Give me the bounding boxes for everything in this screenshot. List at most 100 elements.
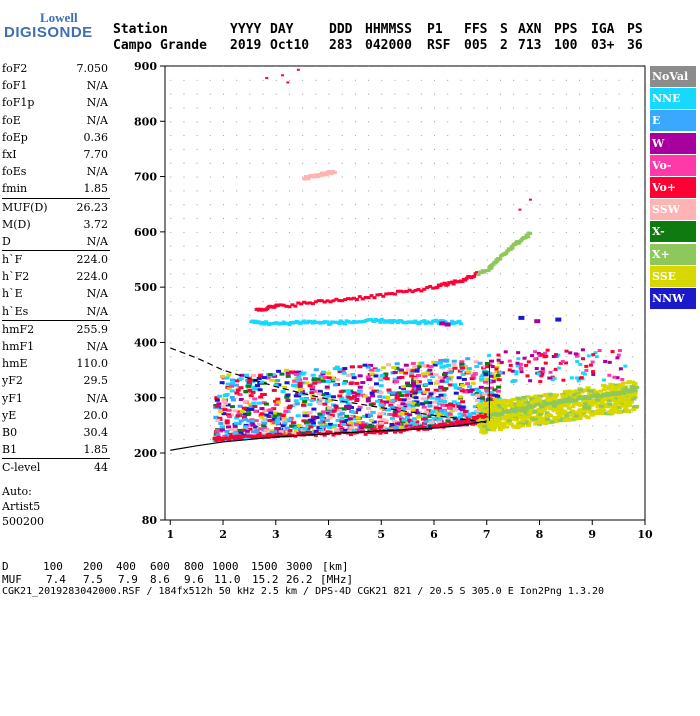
grid-dot (328, 342, 330, 344)
grid-dot (249, 79, 251, 81)
grid-dot (579, 190, 581, 192)
echo-point (433, 406, 439, 410)
grid-dot (460, 79, 462, 81)
echo-point (536, 372, 541, 376)
grid-dot (209, 162, 211, 164)
muf-value: 26.2 (286, 573, 313, 586)
grid-dot (592, 287, 594, 289)
trace-point (308, 431, 313, 435)
grid-dot (196, 93, 198, 95)
legend-item: E (650, 110, 696, 132)
echo-point (315, 377, 321, 381)
grid-dot (460, 328, 462, 330)
grid-dot (209, 439, 211, 441)
echo-point (551, 354, 556, 358)
echo-point (552, 416, 558, 420)
grid-dot (288, 383, 290, 385)
grid-dot (460, 245, 462, 247)
trace-point (278, 303, 283, 307)
grid-dot (394, 148, 396, 150)
grid-dot (473, 176, 475, 178)
grid-dot (605, 176, 607, 178)
grid-dot (209, 190, 211, 192)
echo-point (486, 420, 492, 424)
echo-point (423, 420, 429, 424)
echo-point (252, 397, 258, 401)
echo-point (459, 389, 465, 393)
trace-point (220, 438, 225, 442)
echo-point (347, 429, 353, 433)
trace-point (378, 431, 383, 435)
grid-dot (486, 259, 488, 261)
grid-dot (552, 204, 554, 206)
echo-point (241, 406, 247, 410)
grid-dot (645, 425, 646, 427)
trace-point (519, 239, 524, 243)
echo-point (293, 394, 299, 398)
trace-point (448, 322, 453, 326)
grid-dot (618, 79, 620, 81)
echo-point (519, 370, 524, 374)
grid-dot (605, 218, 607, 220)
echo-point (547, 376, 552, 380)
echo-point (496, 385, 502, 389)
grid-dot (328, 79, 330, 81)
grid-dot (592, 453, 594, 454)
echo-point (519, 416, 525, 420)
grid-dot (552, 439, 554, 441)
echo-point (436, 414, 442, 418)
echo-point (577, 403, 583, 407)
trace-point (287, 432, 292, 436)
grid-dot (328, 190, 330, 192)
grid-dot (434, 259, 436, 261)
grid-dot (196, 287, 198, 289)
echo-point (309, 387, 315, 391)
echo-point (512, 425, 518, 429)
grid-dot (394, 439, 396, 441)
echo-point (546, 393, 552, 397)
trace-point (354, 298, 359, 302)
echo-point (420, 397, 426, 401)
param-value: 1.85 (83, 182, 109, 196)
echo-point (412, 394, 418, 398)
grid-dot (473, 79, 475, 81)
grid-dot (447, 259, 449, 261)
grid-dot (407, 190, 409, 192)
echo-point (533, 394, 539, 398)
echo-point (226, 387, 232, 391)
echo-point (577, 417, 583, 421)
grid-dot (447, 397, 449, 399)
muf-value: 7.5 (83, 573, 103, 586)
echo-point (289, 424, 295, 428)
grid-dot (262, 356, 264, 358)
echo-point (251, 387, 257, 391)
echo-point (261, 409, 267, 413)
echo-point (436, 418, 442, 422)
d-value: 1000 (212, 560, 239, 573)
echo-point (579, 408, 585, 412)
echo-point (289, 370, 295, 374)
trace-point (413, 288, 418, 292)
echo-point (433, 388, 439, 392)
echo-point (576, 402, 582, 406)
grid-dot (539, 93, 541, 95)
param-row: h`F 224.0 (2, 251, 110, 268)
trace-point (278, 433, 283, 437)
grid-dot (354, 231, 356, 233)
echo-point (489, 391, 495, 395)
grid-dot (302, 162, 304, 164)
echo-point (372, 425, 378, 429)
grid-dot (262, 204, 264, 206)
grid-dot (526, 148, 528, 150)
trace-point (264, 320, 269, 324)
echo-point (311, 378, 317, 382)
echo-point (322, 402, 328, 406)
grid-dot (196, 245, 198, 247)
grid-dot (618, 273, 620, 275)
echo-point (379, 421, 385, 425)
echo-point (532, 410, 538, 414)
grid-dot (499, 121, 501, 123)
grid-dot (592, 314, 594, 316)
echo-point (318, 374, 324, 378)
grid-dot (420, 328, 422, 330)
